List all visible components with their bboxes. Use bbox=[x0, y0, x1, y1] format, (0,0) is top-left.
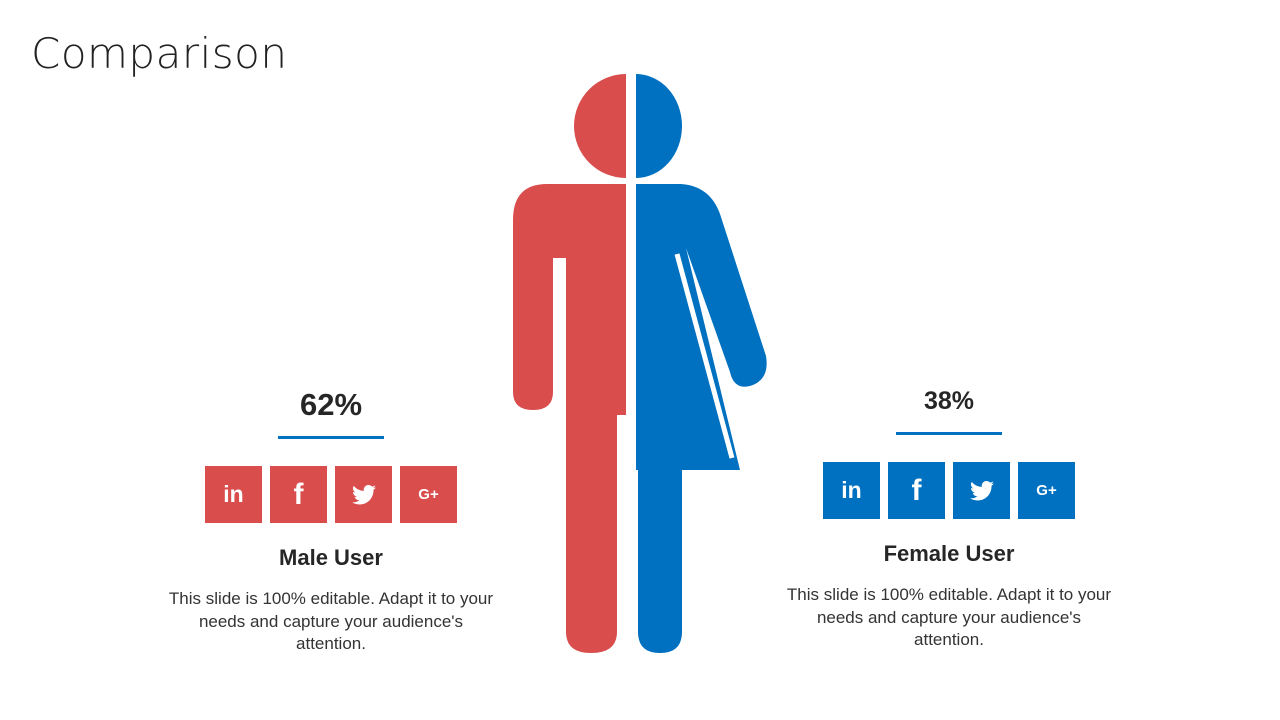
male-google-plus-button[interactable]: G+ bbox=[400, 466, 457, 523]
page-title: Comparison bbox=[31, 29, 288, 78]
male-divider bbox=[278, 436, 384, 439]
linkedin-icon: in bbox=[841, 477, 862, 503]
male-half bbox=[513, 74, 626, 653]
google-plus-icon: G+ bbox=[1036, 482, 1057, 499]
female-title: Female User bbox=[883, 541, 1015, 566]
female-description: This slide is 100% editable. Adapt it to… bbox=[786, 585, 1112, 649]
female-linkedin-button[interactable]: in bbox=[823, 462, 880, 519]
female-body bbox=[636, 184, 767, 653]
female-social-icons: in f G+ bbox=[769, 462, 1129, 519]
female-half bbox=[636, 74, 767, 653]
female-twitter-button[interactable] bbox=[953, 462, 1010, 519]
facebook-icon: f bbox=[911, 473, 922, 507]
google-plus-icon: G+ bbox=[418, 486, 439, 503]
male-head bbox=[574, 74, 626, 178]
female-panel: 38% in f G+ Female User This slide is 10… bbox=[769, 380, 1129, 652]
male-description: This slide is 100% editable. Adapt it to… bbox=[168, 589, 494, 653]
facebook-icon: f bbox=[293, 477, 304, 511]
male-twitter-button[interactable] bbox=[335, 466, 392, 523]
male-percent: 62% bbox=[299, 387, 363, 422]
male-panel: 62% in f G+ Male User This slide is 100%… bbox=[151, 380, 511, 656]
female-facebook-button[interactable]: f bbox=[888, 462, 945, 519]
male-social-icons: in f G+ bbox=[151, 466, 511, 523]
linkedin-icon: in bbox=[223, 481, 244, 507]
male-title: Male User bbox=[279, 545, 383, 570]
female-percent: 38% bbox=[923, 387, 975, 415]
male-facebook-button[interactable]: f bbox=[270, 466, 327, 523]
male-body bbox=[513, 184, 626, 653]
male-linkedin-button[interactable]: in bbox=[205, 466, 262, 523]
female-google-plus-button[interactable]: G+ bbox=[1018, 462, 1075, 519]
female-divider bbox=[896, 432, 1002, 435]
twitter-icon bbox=[351, 484, 376, 505]
female-head bbox=[636, 74, 682, 178]
twitter-icon bbox=[969, 480, 994, 501]
